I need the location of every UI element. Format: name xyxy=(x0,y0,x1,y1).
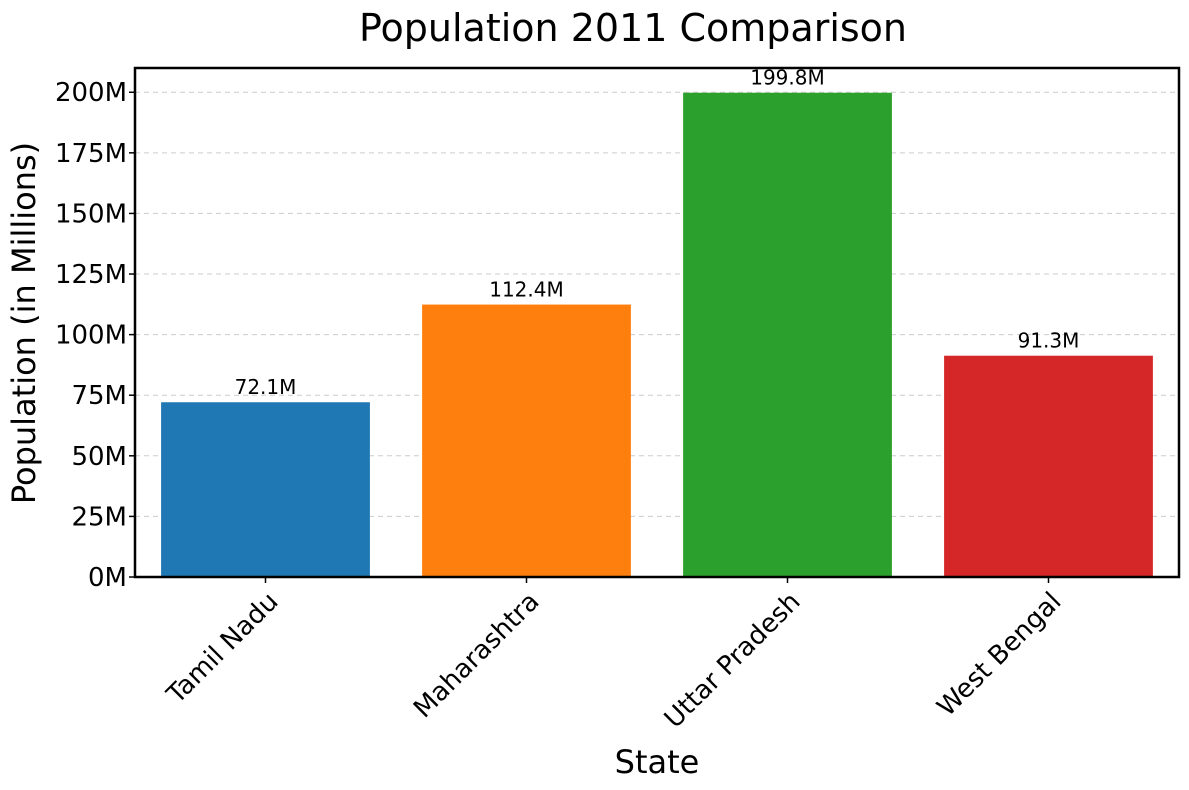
y-tick-label: 150M xyxy=(55,199,127,229)
y-tick-label: 200M xyxy=(55,78,127,108)
x-axis: Tamil Nadu Maharashtra Uttar Pradesh West B… xyxy=(161,577,1068,735)
bar xyxy=(422,304,631,577)
plot-frame xyxy=(133,66,1181,579)
bars-layer xyxy=(161,92,1153,578)
bar-value-label: 72.1M xyxy=(235,375,297,399)
bar-value-label: 199.8M xyxy=(750,66,825,90)
y-tick-label: 50M xyxy=(71,442,127,472)
value-labels-layer: 72.1M 112.4M 199.8M 91.3M xyxy=(235,66,1080,400)
x-tick-label: Maharashtra xyxy=(408,587,545,724)
y-tick-label: 125M xyxy=(55,260,127,290)
y-tick-label: 100M xyxy=(55,321,127,351)
bar xyxy=(944,355,1153,577)
y-axis: 0M 25M 50M 75M 100M 125M 150M 175M 200M xyxy=(55,78,135,593)
x-axis-title: State xyxy=(615,743,700,781)
y-tick-label: 75M xyxy=(71,381,127,411)
y-tick-label: 25M xyxy=(71,502,127,532)
chart-title: Population 2011 Comparison xyxy=(359,6,907,50)
x-tick-label: West Bengal xyxy=(932,587,1068,723)
bar xyxy=(161,402,370,577)
x-tick-label: Uttar Pradesh xyxy=(659,587,807,735)
y-tick-label: 0M xyxy=(88,563,127,593)
y-axis-title: Population (in Millions) xyxy=(5,142,43,504)
bar xyxy=(683,92,892,578)
y-tick-label: 175M xyxy=(55,139,127,169)
x-tick-label: Tamil Nadu xyxy=(161,587,285,711)
bar-value-label: 91.3M xyxy=(1018,329,1080,353)
bar-value-label: 112.4M xyxy=(489,278,564,302)
